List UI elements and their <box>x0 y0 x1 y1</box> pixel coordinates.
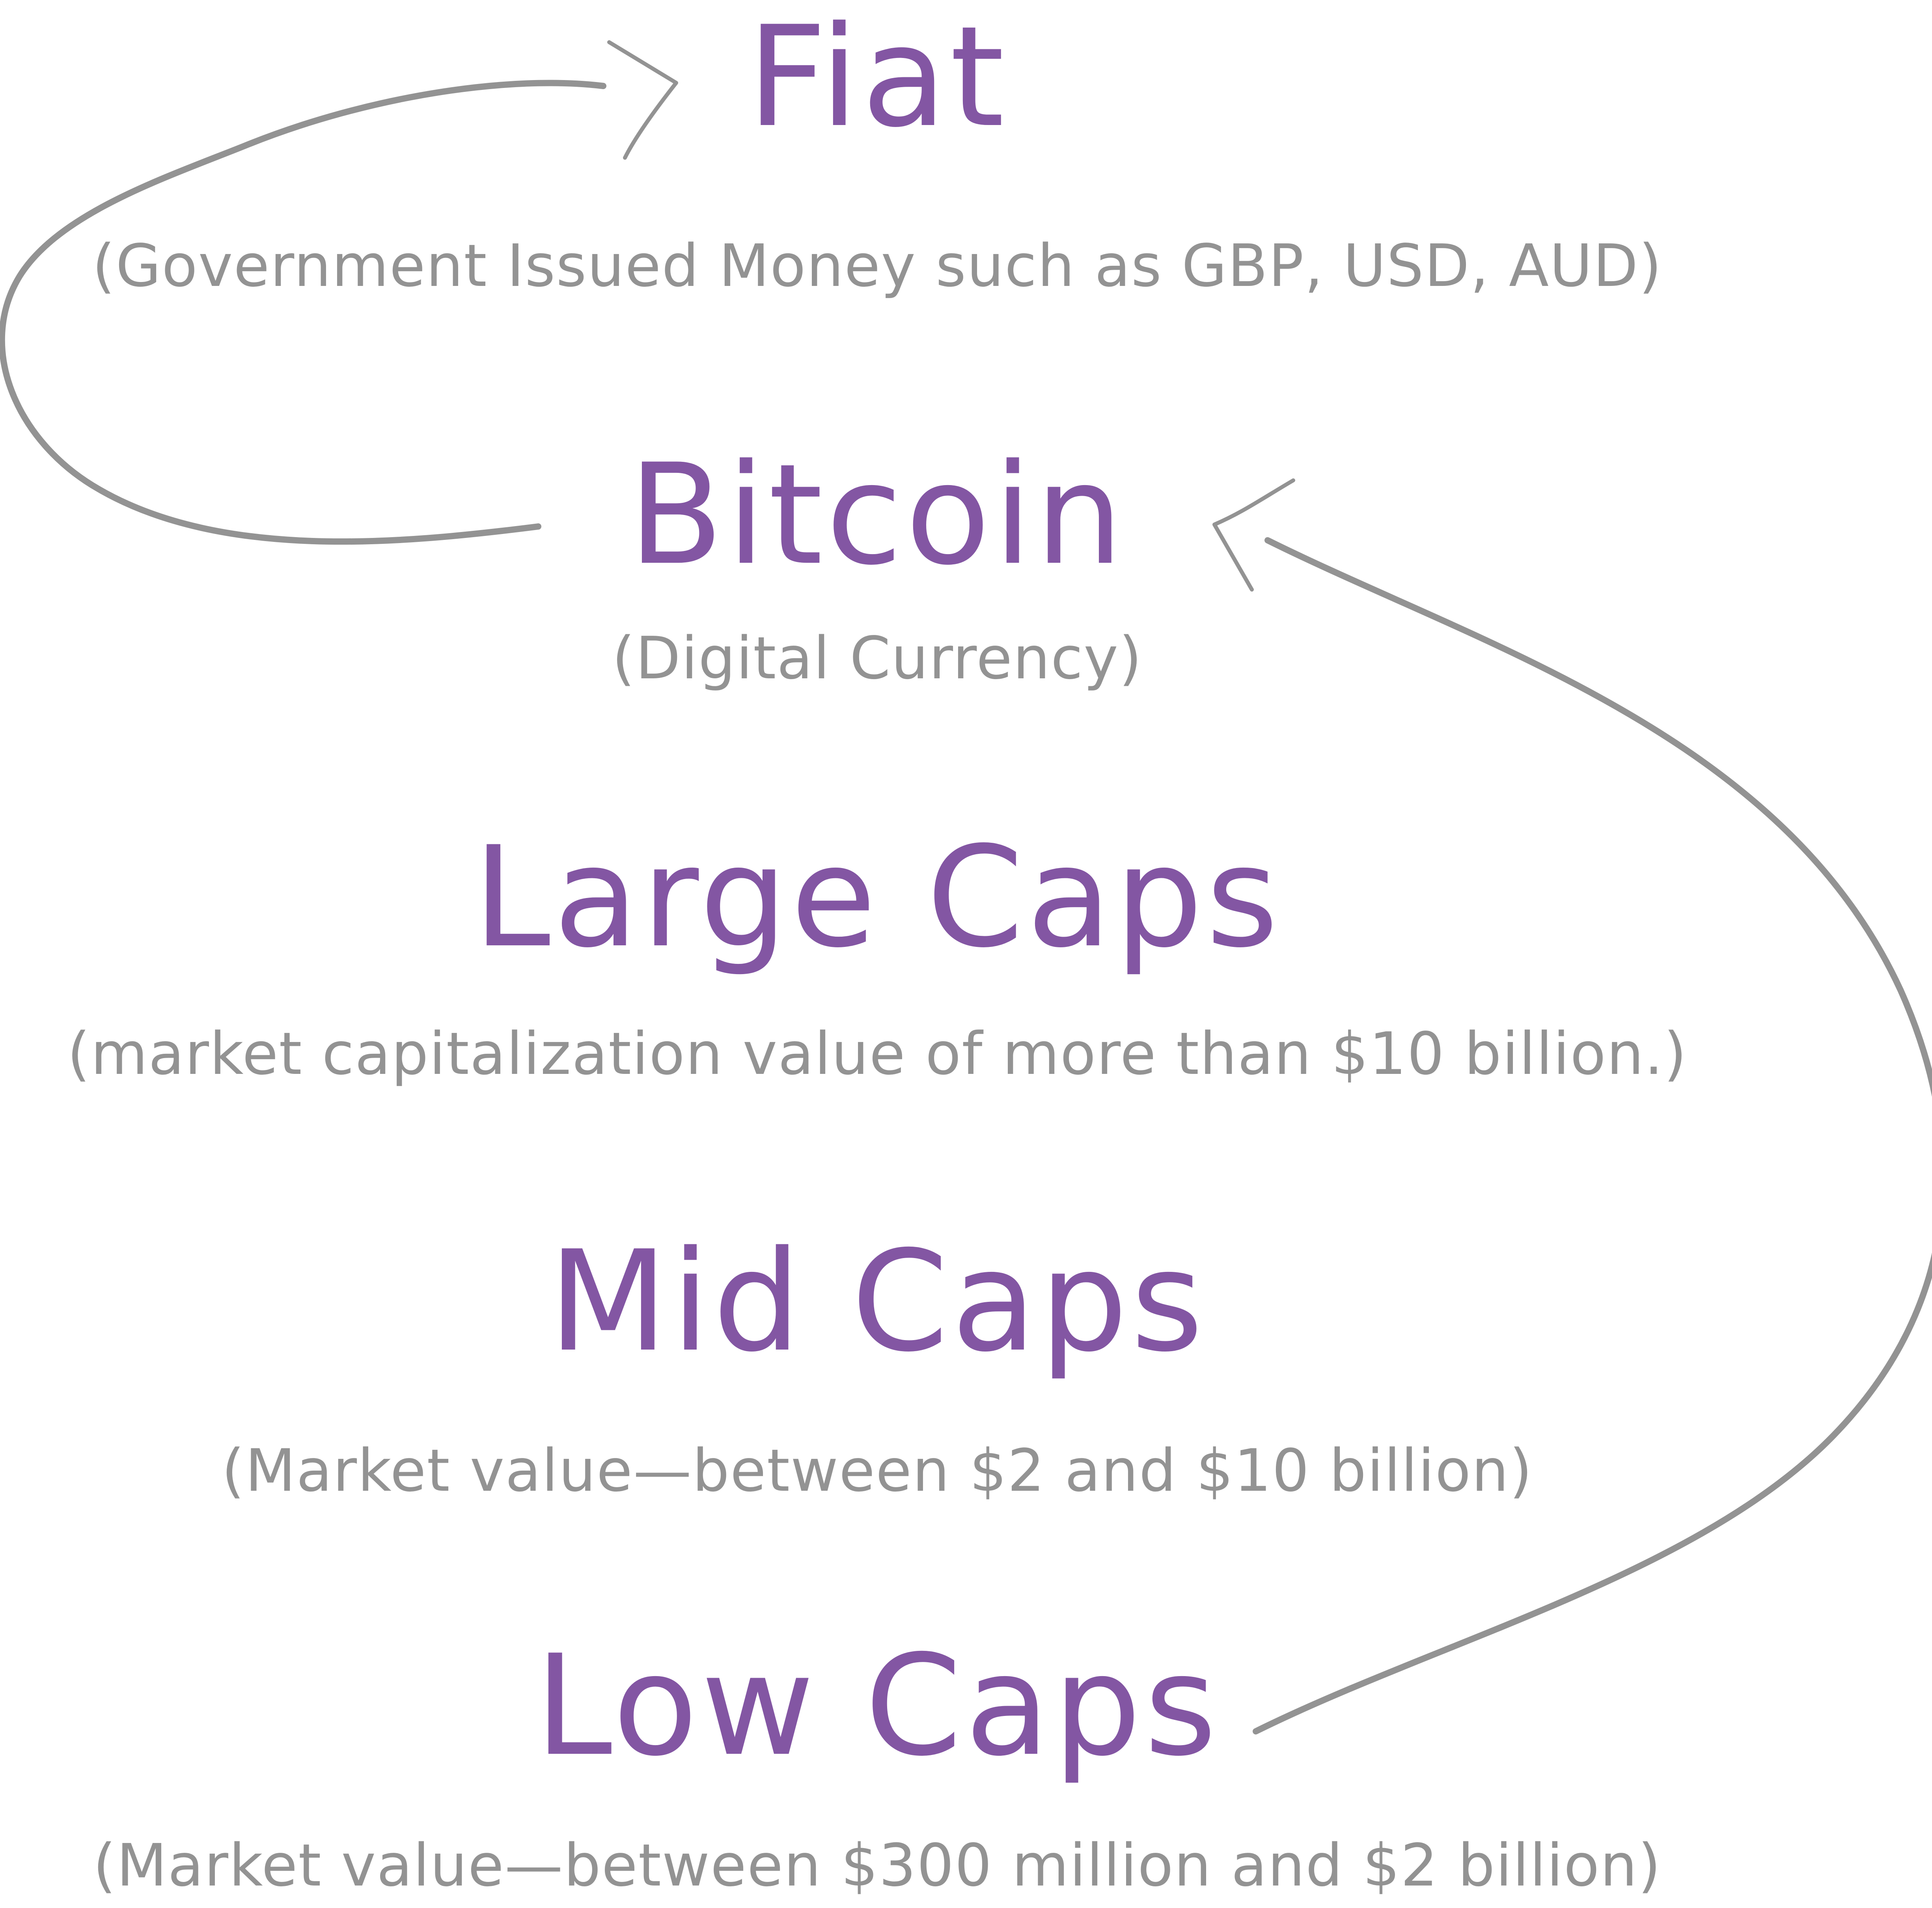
tier-description-fiat: (Government Issued Money such as GBP, US… <box>92 232 1663 300</box>
arrow-lowcaps-to-bitcoin-head <box>1212 478 1295 592</box>
arrow-lowcaps-to-bitcoin-curve <box>1253 537 1932 1734</box>
arrow-bitcoin-to-fiat <box>0 40 678 545</box>
tier-description-low-caps: (Market value—between $300 million and $… <box>93 1831 1662 1899</box>
arrow-bitcoin-to-fiat-head <box>607 40 678 160</box>
tier-title-fiat: Fiat <box>747 0 1008 158</box>
tier-description-bitcoin: (Digital Currency) <box>612 624 1143 692</box>
tier-title-large-caps: Large Caps <box>473 817 1282 978</box>
arrow-lowcaps-to-bitcoin <box>1212 478 1932 1734</box>
tier-title-mid-caps: Mid Caps <box>548 1221 1207 1383</box>
tier-description-large-caps: (market capitalization value of more tha… <box>67 1020 1688 1088</box>
tier-title-bitcoin: Bitcoin <box>628 434 1126 596</box>
tier-title-low-caps: Low Caps <box>535 1625 1220 1787</box>
tier-description-mid-caps: (Market value—between $2 and $10 billion… <box>222 1437 1533 1505</box>
arrow-bitcoin-to-fiat-curve <box>0 80 606 545</box>
